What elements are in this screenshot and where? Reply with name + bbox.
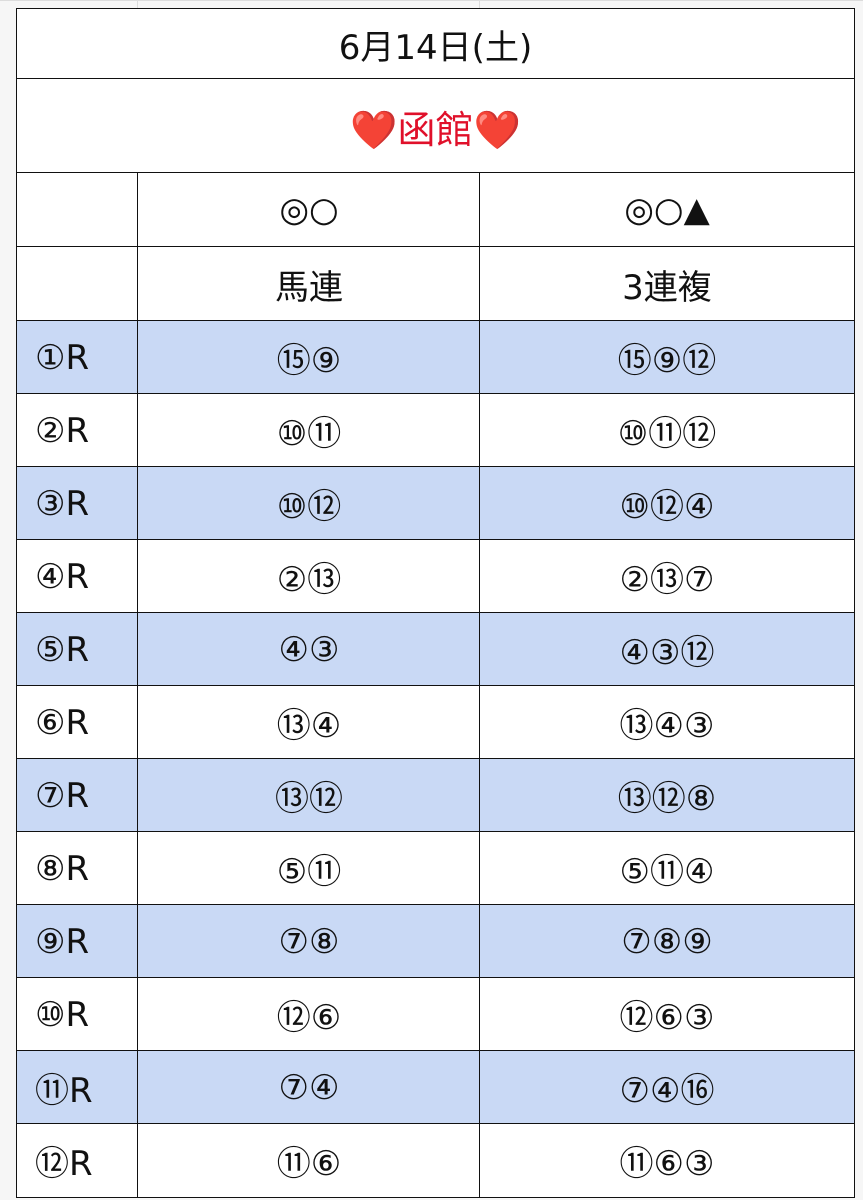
blank-cell xyxy=(16,246,139,322)
pick-cell: ⑤⑪ xyxy=(137,831,481,906)
column-header: ◎○▲ xyxy=(479,172,855,248)
pick-cell: ④③ xyxy=(137,612,481,687)
pick-cell: ②⑬ xyxy=(137,539,481,614)
column-header: ◎○ xyxy=(137,172,481,248)
race-label: ⑥R xyxy=(16,685,139,760)
pick-cell: ⑫⑥③ xyxy=(479,977,855,1052)
race-label: ①R xyxy=(16,320,139,395)
pick-cell: ⑬⑫⑧ xyxy=(479,758,855,833)
gridline xyxy=(0,0,863,1)
pick-cell: ④③⑫ xyxy=(479,612,855,687)
pick-cell: ⑪⑥ xyxy=(137,1123,481,1198)
venue-cell: ❤️函館❤️ xyxy=(16,78,855,174)
pick-cell: ⑦⑧⑨ xyxy=(479,904,855,979)
pick-cell: ⑩⑪ xyxy=(137,393,481,468)
title-cell: 6月14日(土) xyxy=(16,8,855,80)
blank-cell xyxy=(16,172,139,248)
race-label: ⑦R xyxy=(16,758,139,833)
pick-cell: ⑬⑫ xyxy=(137,758,481,833)
pick-cell: ⑬④ xyxy=(137,685,481,760)
pick-cell: ⑩⑪⑫ xyxy=(479,393,855,468)
pick-cell: ⑩⑫④ xyxy=(479,466,855,541)
race-label: ④R xyxy=(16,539,139,614)
column-header: 3連複 xyxy=(479,246,855,322)
pick-cell: ⑪⑥③ xyxy=(479,1123,855,1198)
race-label: ⑫R xyxy=(16,1123,139,1198)
race-label: ⑧R xyxy=(16,831,139,906)
pick-cell: ⑤⑪④ xyxy=(479,831,855,906)
column-header: 馬連 xyxy=(137,246,481,322)
race-label: ⑩R xyxy=(16,977,139,1052)
race-label: ②R xyxy=(16,393,139,468)
race-label: ⑤R xyxy=(16,612,139,687)
gridline xyxy=(137,0,138,8)
race-label: ⑪R xyxy=(16,1050,139,1125)
race-label: ⑨R xyxy=(16,904,139,979)
race-label: ③R xyxy=(16,466,139,541)
pick-cell: ⑦⑧ xyxy=(137,904,481,979)
pick-cell: ⑬④③ xyxy=(479,685,855,760)
venue-text: ❤️函館❤️ xyxy=(350,107,521,152)
pick-cell: ⑮⑨ xyxy=(137,320,481,395)
pick-cell: ⑩⑫ xyxy=(137,466,481,541)
pick-cell: ⑦④⑯ xyxy=(479,1050,855,1125)
gridline xyxy=(479,0,480,8)
pick-cell: ⑫⑥ xyxy=(137,977,481,1052)
pick-cell: ②⑬⑦ xyxy=(479,539,855,614)
pick-cell: ⑮⑨⑫ xyxy=(479,320,855,395)
pick-cell: ⑦④ xyxy=(137,1050,481,1125)
